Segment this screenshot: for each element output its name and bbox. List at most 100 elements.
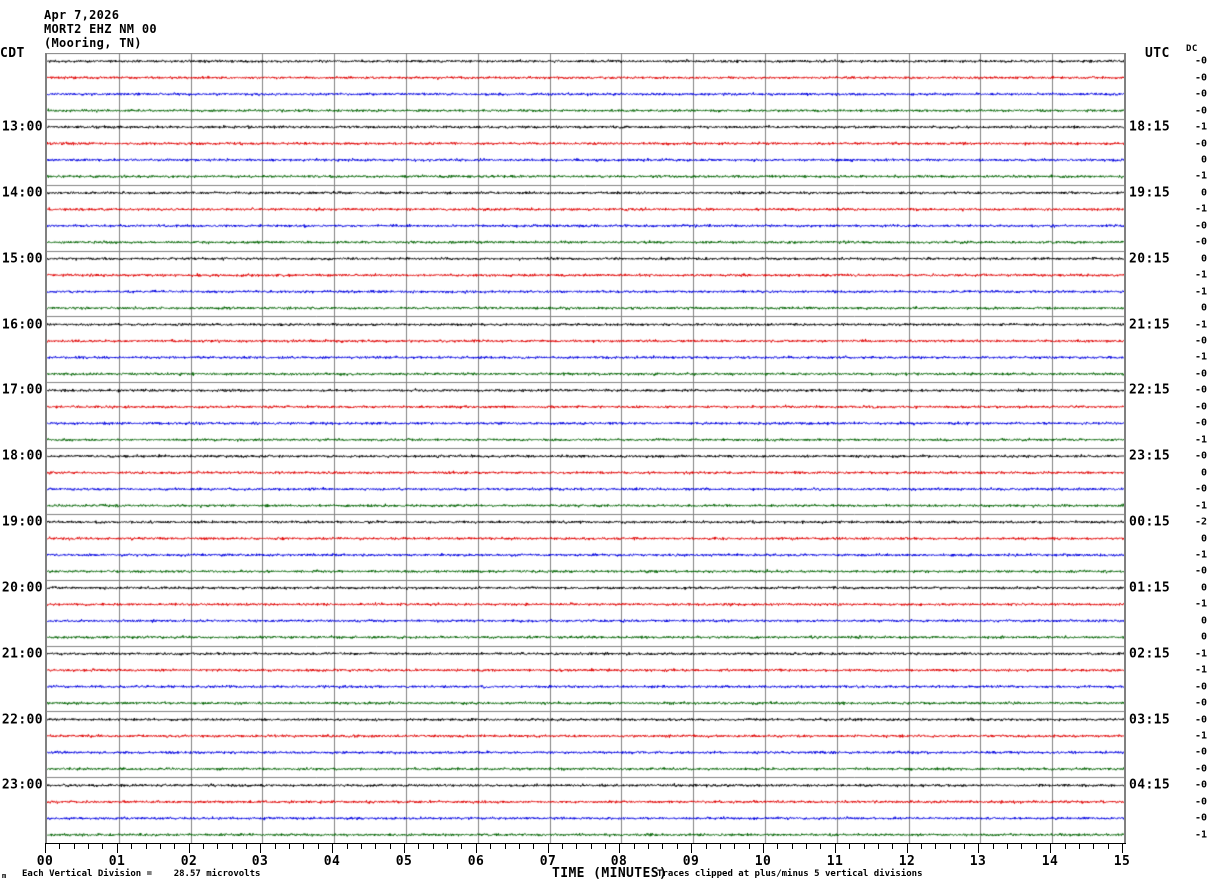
x-tick-minor (1093, 844, 1094, 849)
x-tick-minor (375, 844, 376, 849)
x-tick-minor (935, 844, 936, 849)
x-tick-minor (174, 844, 175, 849)
x-tick-label: 02 (180, 854, 198, 869)
x-tick-minor (806, 844, 807, 849)
x-tick-minor (1007, 844, 1008, 849)
x-tick-label: 07 (539, 854, 557, 869)
dc-offset-value: 0 (1200, 154, 1207, 166)
magnitude-marker: m (2, 872, 7, 880)
helicorder-plot (45, 53, 1126, 843)
seismogram-canvas (47, 53, 1124, 843)
dc-offset-value: -0 (1194, 697, 1207, 709)
dc-offset-value: -0 (1194, 105, 1207, 117)
dc-offset-value: -1 (1194, 434, 1207, 446)
dc-offset-value: -1 (1194, 203, 1207, 215)
utc-time-label: 21:15 (1129, 317, 1171, 333)
x-tick-minor (347, 844, 348, 849)
x-tick-minor (1108, 844, 1109, 849)
x-tick-minor (232, 844, 233, 849)
x-tick-minor (950, 844, 951, 849)
x-tick-minor (648, 844, 649, 849)
dc-offset-value: -0 (1194, 88, 1207, 100)
utc-time-label: 18:15 (1129, 119, 1171, 135)
x-tick-minor (1065, 844, 1066, 849)
x-tick-minor (849, 844, 850, 849)
x-tick-minor (361, 844, 362, 849)
dc-offset-value: -0 (1194, 779, 1207, 791)
dc-offset-value: -0 (1194, 401, 1207, 413)
x-tick-major (619, 844, 620, 853)
x-tick-minor (59, 844, 60, 849)
utc-time-label: 00:15 (1129, 514, 1171, 530)
utc-time-label: 04:15 (1129, 777, 1171, 793)
cdt-time-label: 19:00 (1, 514, 43, 530)
dc-offset-value: -0 (1194, 450, 1207, 462)
x-tick-label: 11 (826, 854, 844, 869)
dc-offset-value: -1 (1194, 664, 1207, 676)
dc-offset-value: 0 (1200, 187, 1207, 199)
dc-offset-value: -0 (1194, 220, 1207, 232)
x-tick-label: 01 (108, 854, 126, 869)
x-tick-label: 05 (395, 854, 413, 869)
dc-offset-value: -0 (1194, 483, 1207, 495)
dc-offset-value: -0 (1194, 72, 1207, 84)
dc-offset-value: 0 (1200, 302, 1207, 314)
dc-offset-value: -1 (1194, 170, 1207, 182)
dc-offset-value: -1 (1194, 319, 1207, 331)
left-timezone-label: CDT (0, 46, 25, 61)
x-tick-minor (576, 844, 577, 849)
x-tick-minor (777, 844, 778, 849)
cdt-time-label: 17:00 (1, 382, 43, 398)
dc-offset-value: -0 (1194, 417, 1207, 429)
cdt-time-label: 13:00 (1, 119, 43, 135)
dc-offset-value: -0 (1194, 368, 1207, 380)
x-tick-label: 06 (467, 854, 485, 869)
x-tick-minor (634, 844, 635, 849)
x-tick-minor (878, 844, 879, 849)
x-tick-minor (720, 844, 721, 849)
x-tick-minor (892, 844, 893, 849)
dc-offset-value: -1 (1194, 500, 1207, 512)
dc-offset-value: -1 (1194, 598, 1207, 610)
x-tick-label: 14 (1041, 854, 1059, 869)
x-tick-major (548, 844, 549, 853)
dc-offset-value: -1 (1194, 648, 1207, 660)
cdt-time-label: 23:00 (1, 777, 43, 793)
x-tick-minor (993, 844, 994, 849)
header-channel: MORT2 EHZ NM 00 (44, 22, 157, 36)
utc-time-label: 02:15 (1129, 646, 1171, 662)
dc-column-header: DC (1186, 44, 1198, 54)
dc-offset-value: -0 (1194, 236, 1207, 248)
x-tick-label: 00 (36, 854, 54, 869)
clip-note: Traces clipped at plus/minus 5 vertical … (657, 869, 923, 879)
x-tick-label: 15 (1113, 854, 1131, 869)
cdt-time-label: 16:00 (1, 317, 43, 333)
right-timezone-label: UTC (1145, 46, 1170, 61)
dc-offset-value: -0 (1194, 335, 1207, 347)
dc-offset-value: 0 (1200, 253, 1207, 265)
x-tick-minor (303, 844, 304, 849)
dc-offset-value: -0 (1194, 714, 1207, 726)
x-tick-minor (533, 844, 534, 849)
dc-offset-value: -0 (1194, 681, 1207, 693)
dc-offset-value: -0 (1194, 565, 1207, 577)
x-tick-minor (505, 844, 506, 849)
scale-note: Each Vertical Division = 28.57 microvolt… (22, 869, 261, 879)
x-tick-major (835, 844, 836, 853)
dc-offset-value: -1 (1194, 121, 1207, 133)
x-tick-label: 08 (610, 854, 628, 869)
dc-offset-value: -1 (1194, 549, 1207, 561)
x-tick-minor (706, 844, 707, 849)
x-tick-minor (447, 844, 448, 849)
dc-offset-value: 0 (1200, 615, 1207, 627)
x-tick-major (189, 844, 190, 853)
x-tick-minor (131, 844, 132, 849)
x-tick-minor (519, 844, 520, 849)
x-tick-minor (74, 844, 75, 849)
x-tick-major (117, 844, 118, 853)
x-axis-title: TIME (MINUTES) (552, 866, 668, 881)
x-tick-minor (390, 844, 391, 849)
x-tick-minor (275, 844, 276, 849)
utc-time-label: 22:15 (1129, 382, 1171, 398)
